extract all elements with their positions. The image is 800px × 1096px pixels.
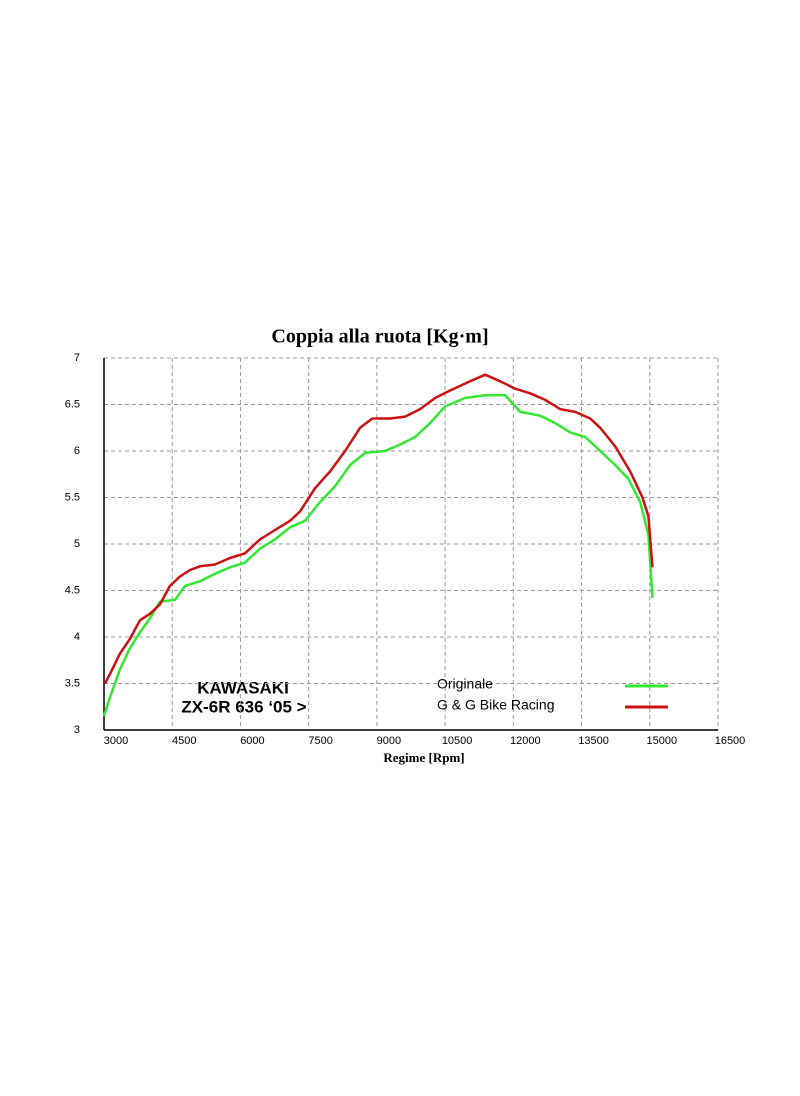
chart-title: Coppia alla ruota [Kg·m]	[271, 326, 488, 348]
annotation: KAWASAKI	[197, 678, 289, 697]
y-tick-label: 6.5	[65, 398, 80, 410]
x-tick-label: 7500	[308, 735, 332, 747]
legend-label: G & G Bike Racing	[437, 697, 555, 713]
x-tick-label: 12000	[510, 735, 541, 747]
y-tick-label: 4	[74, 631, 80, 643]
x-tick-label: 16500	[715, 735, 746, 747]
y-tick-label: 6	[74, 445, 80, 457]
x-axis-label: Regime [Rpm]	[383, 750, 464, 765]
annotation: ZX-6R 636 ‘05 >	[181, 697, 306, 716]
y-tick-label: 3.5	[65, 677, 80, 689]
data-line	[102, 393, 654, 717]
x-tick-label: 6000	[240, 735, 264, 747]
y-tick-label: 4.5	[65, 584, 80, 596]
data-line	[103, 373, 654, 685]
y-tick-label: 5.5	[65, 491, 80, 503]
y-tick-label: 7	[74, 352, 80, 364]
x-tick-label: 4500	[172, 735, 196, 747]
x-tick-label: 3000	[104, 735, 128, 747]
x-tick-label: 9000	[377, 735, 401, 747]
x-tick-label: 13500	[578, 735, 609, 747]
y-tick-label: 5	[74, 538, 80, 550]
y-tick-label: 3	[74, 724, 80, 736]
x-tick-label: 15000	[646, 735, 677, 747]
legend-label: Originale	[437, 676, 493, 692]
x-tick-label: 10500	[442, 735, 473, 747]
